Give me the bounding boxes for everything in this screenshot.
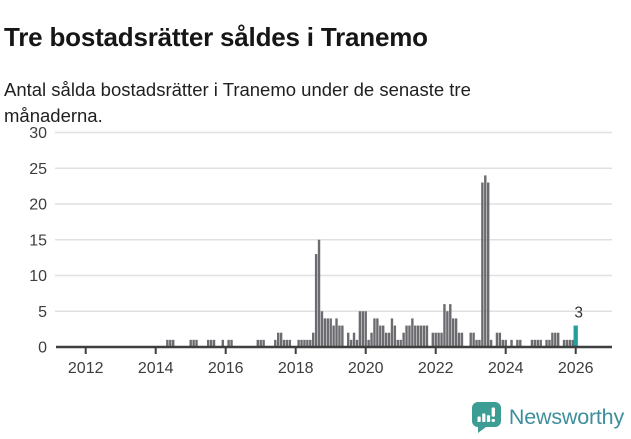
svg-text:3: 3 [574, 305, 583, 322]
svg-text:15: 15 [29, 232, 47, 249]
svg-text:2018: 2018 [278, 360, 314, 377]
svg-text:2024: 2024 [488, 360, 524, 377]
svg-text:2026: 2026 [558, 360, 594, 377]
brand-name: Newsworthy [508, 405, 624, 429]
svg-text:20: 20 [29, 197, 47, 214]
svg-text:10: 10 [29, 268, 47, 285]
svg-text:25: 25 [29, 161, 47, 178]
sales-bar-chart: 0 5 10 15 20 25 30 2012 2014 2016 2018 2020 2022 2024… [29, 125, 612, 377]
svg-text:2016: 2016 [208, 360, 244, 377]
svg-text:2020: 2020 [348, 360, 384, 377]
svg-text:0: 0 [38, 340, 47, 357]
page-subtitle: Antal sålda bostadsrätter i Tranemo unde… [4, 78, 471, 126]
chart-canvas: 0 5 10 15 20 25 30 2012 2014 2016 2018 2020 2022 2024… [29, 125, 612, 377]
svg-text:2014: 2014 [138, 360, 174, 377]
svg-text:2022: 2022 [418, 360, 454, 377]
newsworthy-logo-icon [471, 402, 501, 433]
page-title: Tre bostadsrätter såldes i Tranemo [4, 22, 428, 53]
newsworthy-logo: Newsworthy [471, 402, 624, 433]
svg-text:2012: 2012 [68, 360, 104, 377]
svg-text:30: 30 [29, 125, 47, 142]
svg-text:5: 5 [38, 304, 47, 321]
